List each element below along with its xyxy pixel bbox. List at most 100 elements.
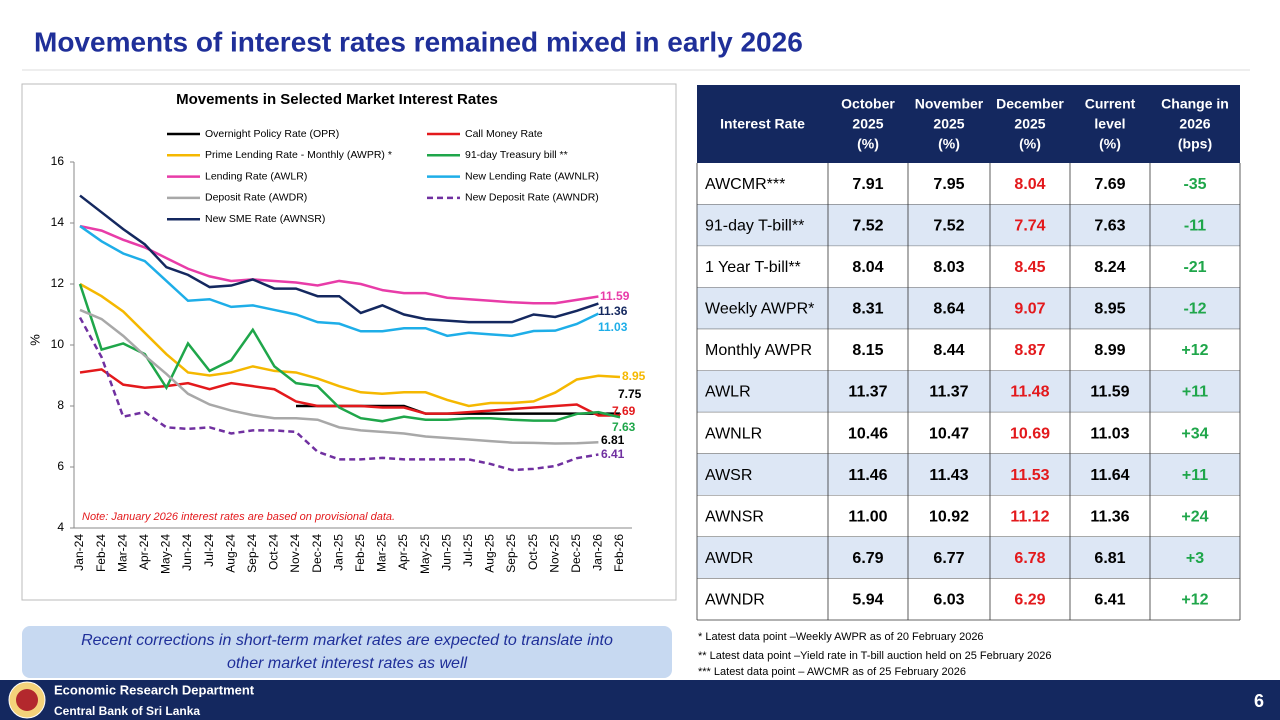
table-cell: Monthly AWPR [705, 342, 812, 359]
table-cell: 11.37 [848, 384, 887, 401]
series-line [78, 316, 599, 472]
x-tick-label: Apr-25 [396, 534, 410, 570]
x-tick-label: Mar-24 [115, 534, 129, 572]
table-cell: +3 [1186, 550, 1204, 567]
table-header: (bps) [1178, 136, 1212, 152]
table-row-bg [697, 204, 1240, 247]
end-label: 7.75 [618, 387, 642, 401]
table-header: 2025 [933, 116, 964, 132]
y-tick-label: 14 [51, 215, 65, 229]
x-tick-label: Oct-25 [526, 534, 540, 570]
x-tick-label: Apr-24 [137, 534, 151, 570]
table-cell: 8.24 [1094, 259, 1125, 276]
x-tick-label: Sep-25 [504, 534, 518, 573]
x-tick-label: Feb-25 [353, 534, 367, 572]
footnote: *** Latest data point – AWCMR as of 25 F… [698, 666, 966, 678]
y-tick-label: 10 [51, 337, 65, 351]
x-tick-label: Mar-25 [375, 534, 389, 572]
y-tick-label: 8 [57, 398, 64, 412]
table-cell: 8.15 [852, 342, 883, 359]
end-label: 6.41 [601, 447, 625, 461]
table-cell: +11 [1182, 384, 1208, 401]
table-cell: 8.99 [1094, 342, 1125, 359]
table-cell: AWSR [705, 467, 752, 484]
table-cell: 6.79 [852, 550, 883, 567]
table-header: (%) [1099, 136, 1121, 152]
footer-bank: Central Bank of Sri Lanka [54, 704, 200, 718]
x-tick-label: Jan-25 [331, 534, 345, 571]
series-line [79, 224, 599, 305]
x-tick-label: Jun-25 [439, 534, 453, 571]
footer-bar [0, 680, 1280, 720]
legend-label: New Lending Rate (AWNLR) [465, 170, 599, 182]
table-cell: 7.95 [933, 176, 964, 193]
legend-label: 91-day Treasury bill ** [465, 149, 568, 161]
end-label: 11.36 [598, 304, 628, 318]
table-cell: 8.03 [933, 259, 964, 276]
table-header: Current [1085, 96, 1136, 112]
footer-department: Economic Research Department [54, 682, 255, 697]
chart-title: Movements in Selected Market Interest Ra… [176, 91, 498, 108]
table-cell: 6.29 [1014, 591, 1045, 608]
y-tick-label: 6 [57, 459, 64, 473]
table-row-bg [697, 536, 1240, 579]
table-header: Interest Rate [720, 116, 805, 132]
legend-label: New Deposit Rate (AWNDR) [465, 192, 599, 204]
end-label: 11.03 [598, 320, 628, 334]
table-cell: 8.95 [1094, 301, 1125, 318]
table-cell: 8.45 [1014, 259, 1045, 276]
table-cell: 6.03 [933, 591, 964, 608]
table-cell: 6.78 [1014, 550, 1045, 567]
legend-label: Deposit Rate (AWDR) [205, 192, 307, 204]
table-cell: 11.59 [1090, 384, 1129, 401]
legend-label: Lending Rate (AWLR) [205, 170, 307, 182]
table-cell: AWDR [705, 550, 753, 567]
table-row-bg [697, 287, 1240, 330]
table-cell: 6.77 [933, 550, 964, 567]
x-tick-label: Feb-26 [612, 534, 626, 572]
y-tick-label: 4 [57, 520, 64, 534]
chart-note: Note: January 2026 interest rates are ba… [82, 511, 395, 523]
x-tick-label: Jun-24 [180, 534, 194, 571]
table-cell: 8.64 [933, 301, 964, 318]
table-row-bg [697, 246, 1240, 288]
table-cell: +12 [1181, 591, 1208, 608]
table-cell: +11 [1182, 467, 1208, 484]
x-tick-label: Nov-25 [547, 534, 561, 573]
legend-label: Call Money Rate [465, 128, 543, 140]
table-cell: 11.53 [1010, 467, 1049, 484]
footnote: ** Latest data point –Yield rate in T-bi… [698, 650, 1051, 662]
series-line [79, 194, 599, 324]
table-row-bg [697, 412, 1240, 454]
table-row-bg [697, 495, 1240, 537]
footnote: * Latest data point –Weekly AWPR as of 2… [698, 631, 984, 643]
table-row-bg [697, 163, 1240, 205]
end-label: 7.63 [612, 420, 636, 434]
series-line [79, 308, 599, 445]
x-tick-label: Oct-24 [267, 534, 281, 570]
table-header: (%) [1019, 136, 1041, 152]
table-cell: 8.31 [852, 301, 883, 318]
end-label: 11.59 [600, 289, 630, 303]
table-cell: 7.63 [1094, 218, 1125, 235]
table-cell: +34 [1181, 425, 1208, 442]
table-cell: 8.87 [1014, 342, 1045, 359]
table-cell: 7.52 [933, 218, 964, 235]
table-cell: 91-day T-bill** [705, 218, 804, 235]
table-cell: 10.46 [848, 425, 888, 442]
table-header: (%) [938, 136, 960, 152]
end-label: 6.81 [601, 433, 625, 447]
logo-inner [16, 689, 38, 711]
table-cell: AWNSR [705, 508, 764, 525]
x-tick-label: Jan-24 [72, 534, 86, 571]
table-cell: 9.07 [1014, 301, 1045, 318]
series-line [79, 282, 621, 408]
table-cell: -11 [1184, 218, 1206, 235]
callout-box [22, 626, 672, 678]
x-tick-label: Jul-25 [461, 534, 475, 567]
table-cell: 11.37 [929, 384, 968, 401]
x-tick-label: Aug-24 [223, 534, 237, 573]
end-label: 7.69 [612, 404, 636, 418]
table-header: 2026 [1179, 116, 1210, 132]
